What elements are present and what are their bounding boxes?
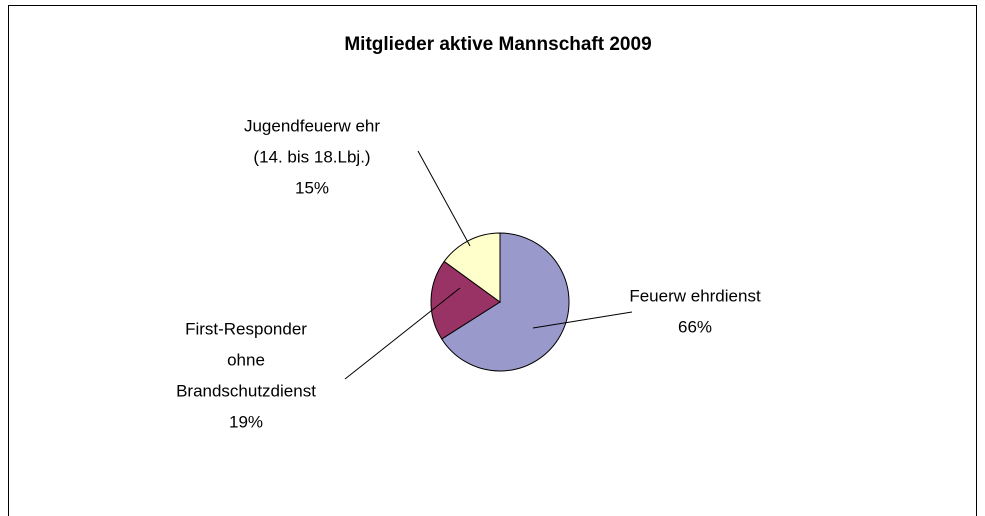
pie-slice [441, 232, 570, 372]
leader-line [532, 311, 633, 329]
value-label: 66% [678, 317, 712, 336]
slice-label: (14. bis 18.Lbj.) [253, 147, 370, 166]
leader-line [417, 150, 471, 247]
value-label: 15% [295, 178, 329, 197]
slice-label: Feuerw ehrdienst [629, 286, 761, 305]
slice-label: Jugendfeuerw ehr [244, 116, 380, 135]
slice-label: ohne [227, 350, 265, 369]
leader-line [344, 287, 461, 380]
slice-label: First-Responder [185, 319, 307, 338]
value-label: 19% [229, 412, 263, 431]
chart-title: Mitglieder aktive Mannschaft 2009 [344, 34, 651, 55]
slice-label: Brandschutzdienst [176, 381, 316, 400]
pie-slice [443, 232, 501, 303]
pie-slice [430, 260, 501, 340]
